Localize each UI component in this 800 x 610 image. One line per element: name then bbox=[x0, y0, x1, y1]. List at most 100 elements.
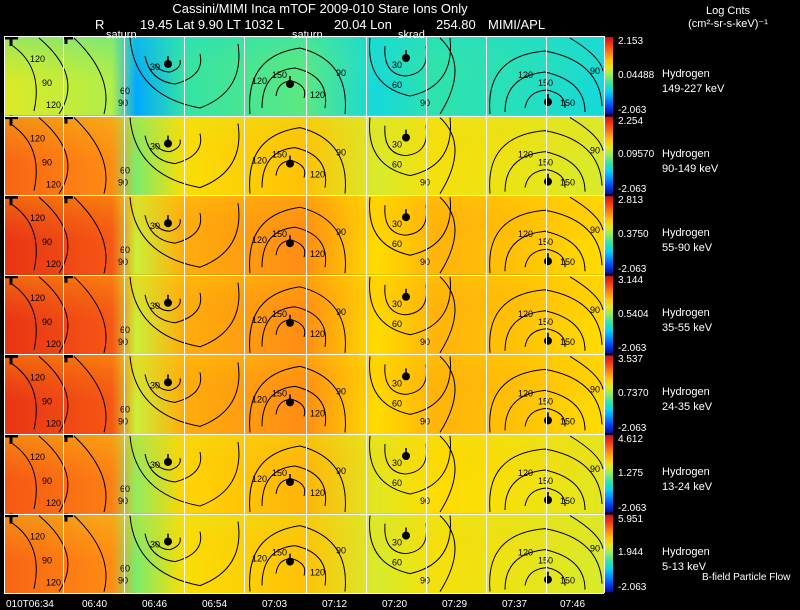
contour-label-6-7: 150 bbox=[272, 468, 287, 478]
contour-label-4-3: 120 bbox=[46, 339, 61, 349]
colorbar-mid-7: 1.944 bbox=[618, 547, 644, 558]
contour-label-4-8: 120 bbox=[252, 315, 267, 325]
time-label-7: 07:20 bbox=[382, 599, 408, 610]
contour-label-7-7: 150 bbox=[272, 548, 287, 558]
saturn-marker-1-4 bbox=[544, 98, 552, 106]
saturn-marker-5-2 bbox=[286, 398, 294, 407]
lon-value: 254.80 bbox=[436, 17, 476, 32]
contour-label-4-17: 90 bbox=[590, 305, 600, 315]
contour-label-1-2: 90 bbox=[42, 78, 52, 88]
panel-shading-3 bbox=[4, 195, 604, 275]
units-line-2: (cm²-sr-s-keV)⁻¹ bbox=[688, 18, 768, 30]
panel-species-3: Hydrogen bbox=[662, 227, 710, 239]
panel-species-4: Hydrogen bbox=[662, 307, 710, 319]
contour-label-6-4: 30 bbox=[150, 460, 160, 470]
saturn-marker-1-3 bbox=[402, 54, 410, 62]
contour-label-2-7: 150 bbox=[272, 150, 287, 160]
contour-label-4-14: 120 bbox=[518, 309, 533, 319]
contour-line-2-1 bbox=[9, 123, 37, 191]
contour-line-5-15 bbox=[439, 356, 456, 433]
contour-line-2-6 bbox=[154, 139, 181, 153]
panel-shading-6 bbox=[4, 434, 604, 514]
contour-line-4-7 bbox=[249, 286, 346, 353]
time-label-3: 06:46 bbox=[142, 599, 168, 610]
contour-line-6-7 bbox=[249, 445, 346, 513]
contour-label-7-5: 60 bbox=[120, 564, 130, 574]
time-label-1: 010T06:34 bbox=[6, 599, 54, 610]
contour-line-3-8 bbox=[261, 226, 327, 268]
contour-label-5-13: 90 bbox=[420, 416, 430, 426]
contour-line-1-11 bbox=[384, 45, 428, 77]
contour-label-4-5: 60 bbox=[120, 325, 130, 335]
contour-label-2-9: 120 bbox=[310, 170, 325, 180]
contour-label-5-15: 150 bbox=[538, 396, 553, 406]
contour-label-2-10: 90 bbox=[336, 148, 346, 158]
saturn-marker-1-2 bbox=[286, 80, 294, 88]
saturn-marker-4-3 bbox=[402, 292, 410, 301]
colorbar-min-1: -2.063 bbox=[618, 105, 647, 116]
colorbar-min-4: -2.063 bbox=[618, 343, 647, 354]
contour-label-6-14: 120 bbox=[518, 468, 533, 478]
contour-label-6-16: 150 bbox=[560, 496, 575, 506]
contour-label-5-6: 90 bbox=[118, 416, 128, 426]
contour-line-4-11 bbox=[384, 284, 428, 316]
contour-label-4-12: 60 bbox=[392, 319, 402, 329]
lon-info: 20.04 Lon bbox=[334, 17, 392, 32]
panel-species-5: Hydrogen bbox=[662, 386, 710, 398]
colorbar-mid-4: 0.5404 bbox=[618, 309, 649, 320]
contour-line-4-16 bbox=[569, 276, 604, 310]
contour-line-2-4 bbox=[129, 117, 240, 189]
contour-label-5-2: 90 bbox=[42, 396, 52, 406]
saturn-marker-1-1 bbox=[164, 60, 172, 68]
contour-label-3-11: 30 bbox=[392, 219, 402, 229]
contour-line-1-5 bbox=[144, 53, 202, 85]
colorbar-max-3: 2.813 bbox=[618, 195, 644, 206]
contour-label-7-13: 90 bbox=[420, 576, 430, 586]
contour-line-3-11 bbox=[384, 205, 428, 236]
contour-line-2-15 bbox=[439, 117, 456, 194]
panel-contours-5 bbox=[9, 355, 604, 433]
panel-contours-6 bbox=[9, 435, 604, 513]
contour-line-5-3 bbox=[73, 356, 107, 433]
contour-label-6-8: 120 bbox=[252, 474, 267, 484]
panel-shading-4 bbox=[4, 274, 604, 355]
saturn-marker-2-1 bbox=[164, 139, 172, 148]
saturn-marker-4-1 bbox=[164, 298, 172, 307]
org-label: MIMI/APL bbox=[488, 17, 546, 32]
contour-line-2-7 bbox=[249, 127, 346, 194]
contour-line-5-11 bbox=[384, 364, 428, 395]
contour-line-6-10 bbox=[369, 435, 451, 495]
panel-shading-7 bbox=[4, 513, 604, 594]
contour-label-3-3: 120 bbox=[46, 259, 61, 269]
time-label-8: 07:29 bbox=[442, 599, 468, 610]
panel-species-7: Hydrogen bbox=[662, 546, 710, 558]
contour-label-2-15: 150 bbox=[538, 158, 553, 168]
contour-line-2-12 bbox=[489, 130, 603, 194]
panel-edge-marker-4 bbox=[4, 274, 73, 285]
colorbar-max-5: 3.537 bbox=[618, 354, 644, 365]
panel-energy-7: 5-13 keV bbox=[662, 561, 707, 573]
contour-line-4-15 bbox=[439, 276, 456, 354]
contour-label-3-5: 60 bbox=[120, 245, 130, 255]
contour-label-1-17: 90 bbox=[590, 66, 600, 76]
contour-label-4-16: 150 bbox=[560, 337, 575, 347]
contour-label-5-5: 60 bbox=[120, 404, 130, 414]
contour-line-4-3 bbox=[73, 276, 107, 353]
saturn-marker-4-2 bbox=[286, 318, 294, 327]
contour-line-2-13 bbox=[504, 151, 586, 192]
contour-label-3-17: 90 bbox=[590, 225, 600, 235]
contour-line-7-10 bbox=[369, 515, 451, 575]
saturn-marker-6-1 bbox=[164, 458, 172, 466]
contour-label-7-10: 90 bbox=[336, 546, 346, 556]
contour-line-1-16 bbox=[569, 37, 604, 72]
contour-line-6-13 bbox=[504, 469, 586, 511]
overlay-label-saturn-2: saturn bbox=[292, 29, 323, 41]
contour-line-7-7 bbox=[249, 525, 346, 592]
contour-line-5-5 bbox=[144, 372, 202, 403]
contour-label-1-10: 90 bbox=[336, 68, 346, 78]
contour-label-1-16: 150 bbox=[560, 98, 575, 108]
contour-line-2-10 bbox=[369, 117, 451, 177]
saturn-marker-7-3 bbox=[402, 531, 410, 540]
contour-label-1-12: 60 bbox=[392, 80, 402, 90]
contour-line-3-5 bbox=[144, 213, 202, 244]
